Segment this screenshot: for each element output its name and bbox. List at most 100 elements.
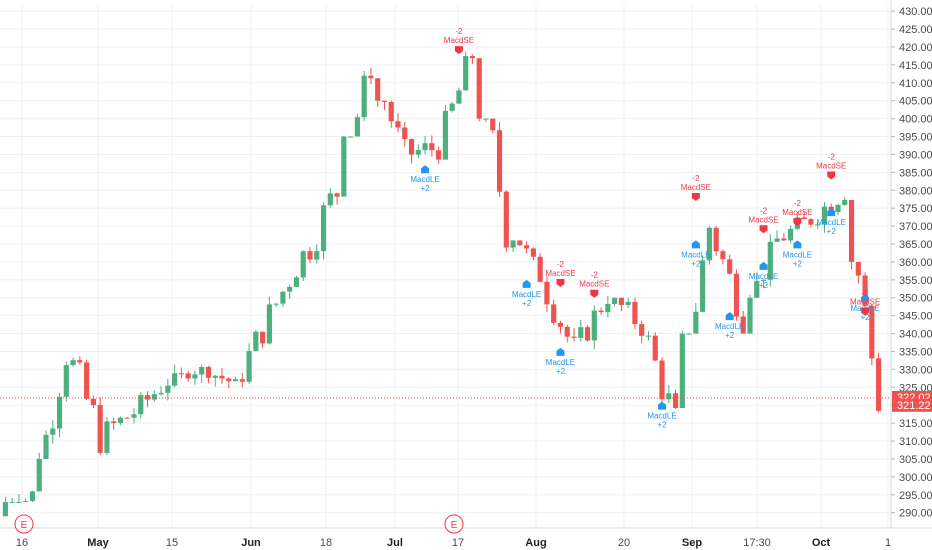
- buy-signal[interactable]: MacdLE+2: [647, 401, 677, 430]
- candle-up: [165, 378, 171, 401]
- candle-up: [747, 295, 753, 334]
- candle-body: [415, 150, 421, 155]
- candle-up: [442, 104, 448, 160]
- candle-body: [280, 291, 286, 304]
- sell-arrow-icon: [454, 46, 463, 55]
- candle-down: [672, 389, 679, 409]
- sell-signal[interactable]: MacdSE-2: [850, 289, 880, 316]
- candle-body: [747, 297, 753, 334]
- candle-down: [496, 122, 503, 197]
- candle-down: [381, 100, 388, 110]
- buy-arrow-icon: [421, 165, 430, 174]
- y-tick-label: 420.00: [899, 42, 932, 54]
- candle-down: [334, 192, 340, 205]
- buy-signal-qty: +2: [691, 259, 701, 268]
- candle-down: [503, 190, 509, 252]
- candle-down: [395, 113, 401, 133]
- candle-up: [212, 374, 218, 387]
- candle-body: [178, 373, 184, 375]
- sell-signal[interactable]: MacdSE-2: [816, 153, 846, 180]
- candle-down: [408, 138, 415, 164]
- earnings-marker-label: E: [451, 520, 458, 531]
- candle-body: [2, 501, 8, 517]
- candle-down: [869, 303, 875, 366]
- x-axis[interactable]: 16 May 15 Jun 18 Jul 17 Aug 20 Sep 17:30 Oct 1: [16, 537, 891, 549]
- buy-signal[interactable]: MacdLE+2: [817, 208, 846, 236]
- buy-signal[interactable]: MacdLE+2: [783, 240, 812, 268]
- buy-arrow-icon: [556, 347, 565, 356]
- candle-up: [754, 272, 760, 298]
- candle-down: [260, 331, 266, 349]
- candle-up: [463, 51, 469, 91]
- candle-body: [693, 311, 699, 334]
- price-axis-label-text: 321.22: [897, 400, 931, 412]
- candle-down: [855, 261, 861, 284]
- candle-down: [862, 272, 868, 313]
- candle-down: [537, 253, 543, 283]
- earnings-marker-circle: [444, 514, 464, 534]
- candle-down: [307, 246, 313, 264]
- earnings-marker[interactable]: E: [14, 514, 34, 534]
- sell-signal[interactable]: MacdSE-2: [748, 206, 779, 234]
- candle-body: [733, 273, 740, 317]
- sell-signal-label: MacdSE: [782, 208, 812, 217]
- candle-down: [388, 100, 394, 128]
- candle-up: [287, 284, 293, 299]
- candle-body: [706, 227, 712, 261]
- candle-up: [314, 244, 320, 264]
- candle-body: [720, 251, 726, 260]
- sell-signal[interactable]: MacdSE-2: [782, 199, 813, 227]
- sell-signal-qty: -2: [828, 153, 836, 162]
- buy-signal[interactable]: MacdLE+2: [749, 261, 778, 290]
- candle-body: [605, 303, 611, 313]
- candle-up: [666, 384, 672, 404]
- sell-signal-label: MacdSE: [816, 162, 846, 171]
- candle-up: [605, 295, 611, 318]
- y-tick-label: 410.00: [899, 78, 932, 90]
- candle-up: [354, 113, 360, 137]
- candle-body: [442, 110, 448, 160]
- buy-signal[interactable]: MacdLE+2: [546, 347, 575, 376]
- candle-down: [524, 241, 530, 254]
- sell-signal[interactable]: MacdSE-2: [444, 27, 474, 55]
- candle-down: [77, 356, 83, 365]
- buy-signal[interactable]: MacdLE+2: [410, 165, 440, 193]
- sell-signal-label: MacdSE: [579, 280, 609, 289]
- x-tick-label: 20: [618, 537, 630, 549]
- candle-body: [348, 136, 354, 138]
- y-tick-label: 305.00: [899, 454, 932, 466]
- candle-body: [144, 395, 151, 400]
- candle-body: [835, 204, 841, 213]
- sell-signal[interactable]: MacdSE-2: [579, 271, 609, 298]
- candle-up: [246, 343, 252, 384]
- y-tick-label: 365.00: [899, 239, 932, 251]
- sell-arrow-icon: [691, 193, 700, 202]
- candle-up: [815, 222, 821, 230]
- sell-signal[interactable]: MacdSE-2: [545, 260, 576, 287]
- buy-signal[interactable]: MacdLE+2: [715, 312, 744, 340]
- y-tick-label: 315.00: [899, 418, 932, 430]
- earnings-marker[interactable]: E: [444, 514, 464, 534]
- sell-arrow-icon: [861, 307, 870, 316]
- candle-down: [598, 307, 604, 315]
- candle-up: [50, 420, 56, 444]
- sell-signal-qty: -2: [760, 206, 768, 215]
- candle-down: [476, 58, 482, 122]
- sell-signal[interactable]: MacdSE-2: [681, 174, 711, 202]
- buy-signal[interactable]: MacdLE+2: [512, 279, 541, 308]
- candle-down: [402, 121, 408, 147]
- candle-up: [693, 303, 699, 334]
- grid-lines: [0, 4, 890, 527]
- candle-body: [801, 217, 807, 220]
- candle-body: [422, 143, 428, 151]
- buy-signal[interactable]: MacdLE+2: [681, 240, 711, 268]
- candle-up: [348, 136, 354, 138]
- y-tick-label: 370.00: [899, 221, 932, 233]
- candle-up: [199, 364, 205, 383]
- candle-down: [517, 240, 523, 246]
- y-tick-label: 345.00: [899, 311, 932, 323]
- x-tick-label: Sep: [682, 537, 702, 549]
- candlestick-series: [2, 51, 882, 517]
